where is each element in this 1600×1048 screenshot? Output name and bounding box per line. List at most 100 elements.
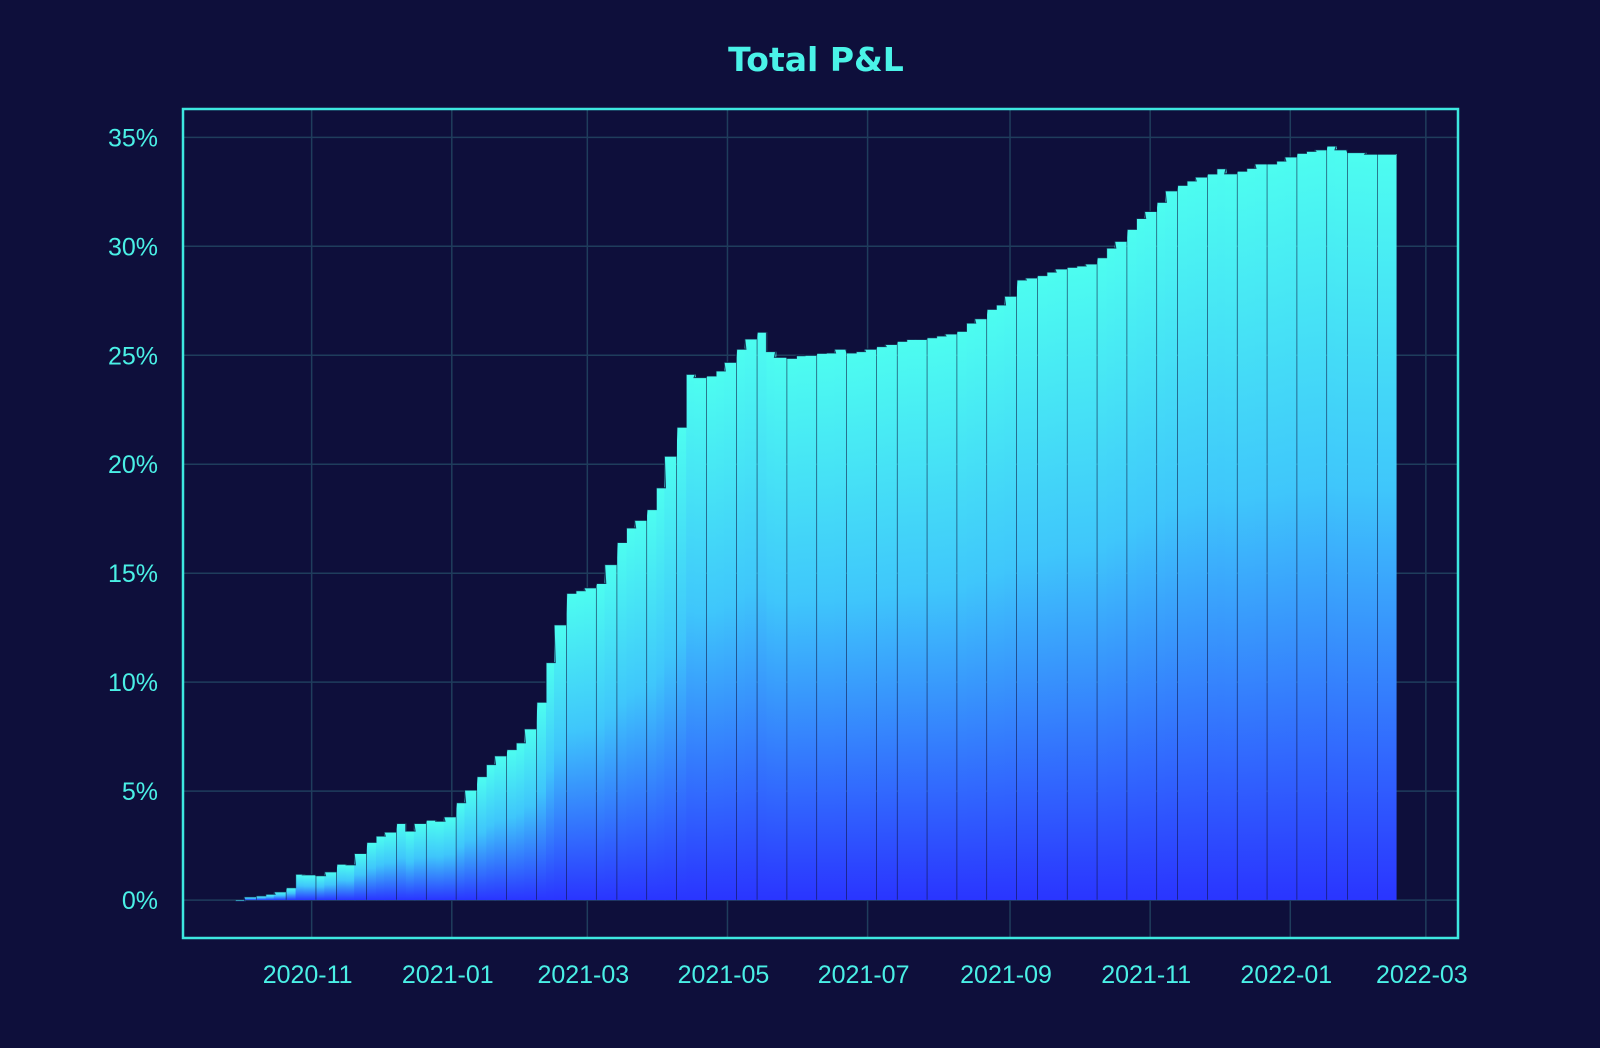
y-axis-ticks: 0% 5% 10% 15% 20% 25% 30% 35% <box>108 124 158 915</box>
y-tick-label: 35% <box>108 124 158 152</box>
bar <box>914 339 927 901</box>
y-tick-label: 20% <box>108 451 158 479</box>
bar <box>897 341 908 901</box>
bar <box>545 662 556 901</box>
bar <box>856 351 866 901</box>
bar <box>694 377 707 901</box>
bar-series <box>235 145 1397 902</box>
bar <box>1276 161 1287 901</box>
bar <box>634 520 647 901</box>
bar <box>757 332 768 901</box>
bar <box>477 776 487 901</box>
y-tick-label: 10% <box>108 669 158 697</box>
bar <box>256 895 267 901</box>
bar <box>566 593 577 901</box>
bar <box>1106 248 1117 901</box>
x-tick-label: 2021-07 <box>818 961 910 989</box>
bar <box>524 728 537 901</box>
bar <box>1054 268 1067 901</box>
bar <box>787 358 797 901</box>
bar <box>273 891 286 901</box>
bar <box>336 864 347 901</box>
bar <box>1237 171 1248 901</box>
bar <box>936 335 947 901</box>
bar <box>366 842 377 901</box>
x-tick-label: 2021-01 <box>402 961 494 989</box>
bar <box>1224 173 1237 901</box>
bar <box>1386 154 1397 901</box>
bar <box>744 338 757 901</box>
bar <box>647 509 657 901</box>
bar <box>1024 277 1038 901</box>
bar <box>706 375 717 901</box>
bar <box>486 764 497 901</box>
bar <box>1364 154 1378 901</box>
bar <box>1327 146 1337 901</box>
bar <box>1254 163 1267 901</box>
bar <box>957 331 967 901</box>
bar <box>864 349 877 901</box>
bar <box>265 894 276 901</box>
chart-title: Total P&L <box>728 40 904 79</box>
bar <box>456 802 467 901</box>
bar <box>876 346 887 901</box>
x-tick-label: 2021-05 <box>678 961 770 989</box>
x-tick-label: 2022-01 <box>1240 961 1332 989</box>
bar <box>286 887 297 901</box>
bar <box>464 790 477 901</box>
y-tick-label: 15% <box>108 560 158 588</box>
bar <box>443 816 456 901</box>
bar <box>1186 180 1197 901</box>
bar <box>536 702 547 901</box>
x-tick-label: 2021-11 <box>1101 961 1191 989</box>
bar <box>1004 296 1017 901</box>
bar <box>1314 149 1327 901</box>
bar <box>996 304 1007 901</box>
x-tick-label: 2021-03 <box>537 961 629 989</box>
bar <box>396 823 407 901</box>
bar <box>1114 241 1127 901</box>
bar <box>944 333 957 901</box>
bar <box>974 318 987 901</box>
bar <box>384 832 397 901</box>
bar <box>346 864 356 901</box>
bar <box>927 337 938 901</box>
bar <box>1097 257 1108 901</box>
bar <box>1157 202 1167 901</box>
bar <box>846 352 857 901</box>
bar <box>686 374 696 901</box>
bar <box>435 821 446 901</box>
bar <box>1207 173 1218 901</box>
bar <box>987 309 997 901</box>
bar <box>604 564 617 901</box>
x-tick-label: 2021-09 <box>960 961 1052 989</box>
bar <box>766 351 777 901</box>
bar <box>804 355 817 901</box>
bar <box>1216 168 1227 901</box>
bar <box>1127 229 1137 901</box>
y-tick-label: 5% <box>122 778 158 806</box>
bar <box>316 875 327 901</box>
bar <box>906 339 917 901</box>
x-tick-label: 2022-03 <box>1376 961 1468 989</box>
bar <box>617 542 627 901</box>
bar <box>494 755 507 901</box>
bar <box>1377 154 1388 901</box>
bar <box>375 836 386 901</box>
bar <box>303 874 316 901</box>
bar <box>243 896 256 901</box>
bar <box>1136 218 1147 901</box>
bar <box>324 871 337 901</box>
bar <box>664 456 677 901</box>
bar <box>413 823 426 901</box>
x-tick-label: 2020-11 <box>263 961 353 989</box>
bar <box>405 830 416 901</box>
bar <box>1076 265 1087 901</box>
x-axis-ticks: 2020-11 2021-01 2021-03 2021-05 2021-07 2021-… <box>263 961 1468 989</box>
bar <box>626 527 637 901</box>
bar <box>575 590 586 901</box>
y-tick-label: 30% <box>108 233 158 261</box>
bar <box>1037 275 1048 901</box>
plot-frame <box>181 107 1460 940</box>
bar <box>1347 152 1358 901</box>
